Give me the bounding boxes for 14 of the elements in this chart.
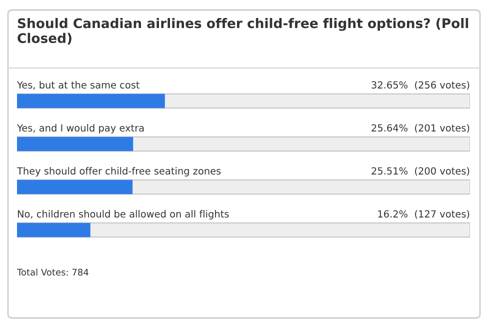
data-label: 32.65% (256 votes) — [372, 81, 470, 90]
bar — [17, 94, 165, 108]
data-label: 16.2% (127 votes) — [378, 210, 470, 219]
y-tick-label: Yes, but at the same cost — [16, 81, 140, 90]
y-tick-label: No, children should be allowed on all flights — [18, 210, 229, 220]
data-label: 25.51% (200 votes) — [372, 167, 470, 176]
bar — [17, 222, 90, 238]
data-label: 25.64% (201 votes) — [372, 124, 470, 133]
y-tick-label: Yes, and I would pay extra — [16, 124, 144, 134]
text: Total Votes: 784 — [16, 268, 88, 276]
y-tick-label: They should offer child-free seating zones — [16, 167, 221, 176]
bar — [17, 180, 133, 194]
chart-title: Should Canadian airlines offer child-free flight options? (Poll Closed) — [18, 18, 468, 45]
bar — [17, 136, 134, 152]
